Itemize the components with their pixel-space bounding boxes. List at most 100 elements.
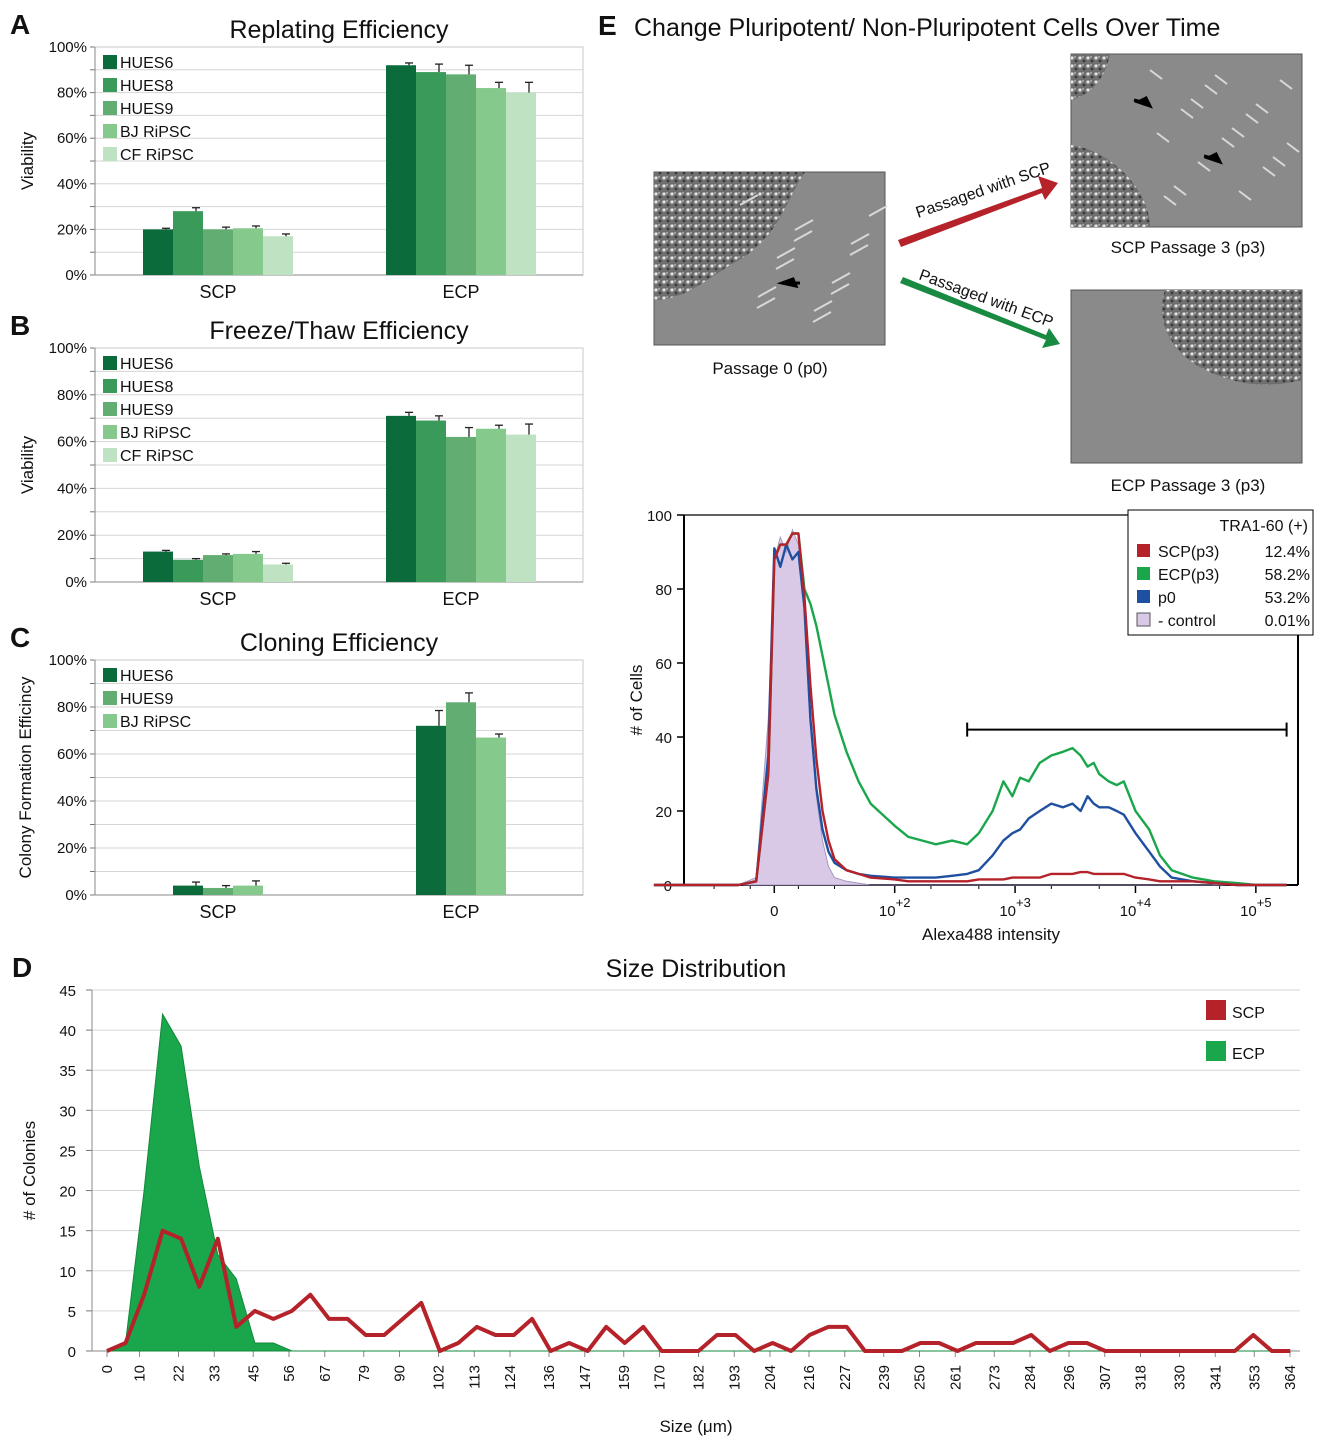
scp-p3-photo [1070, 53, 1303, 228]
spindle-cell [812, 311, 832, 323]
x-tick-label: 170 [652, 1365, 669, 1390]
x-tick-label: 273 [986, 1365, 1003, 1390]
spindle-cell [1190, 98, 1204, 109]
spindle-cell [1197, 161, 1211, 172]
legend-swatch [103, 124, 117, 138]
x-tick-label: 284 [1022, 1365, 1039, 1390]
x-tick-label: 307 [1097, 1365, 1114, 1390]
x-tick-label: 341 [1207, 1365, 1224, 1390]
y-tick-label: 10 [59, 1264, 76, 1281]
spindle-cell [793, 230, 813, 242]
p0-caption: Passage 0 (p0) [712, 359, 827, 378]
y-tick-label: 20% [57, 840, 87, 857]
black-arrow [776, 277, 800, 289]
legend-value: 0.01% [1265, 613, 1310, 630]
colony-region [654, 172, 805, 300]
panel-label: A [10, 9, 30, 40]
x-tick-label: 159 [616, 1365, 633, 1390]
y-tick-label: 80% [57, 85, 87, 102]
series-area-ecp [106, 1012, 1291, 1352]
spindle-cell [1221, 137, 1235, 148]
legend-label: p0 [1158, 590, 1176, 607]
y-tick-label: 5 [68, 1304, 76, 1321]
x-tick-label: 239 [876, 1365, 893, 1390]
legend-box [1127, 509, 1314, 636]
spindle-cell [756, 297, 776, 309]
y-tick-label: 80 [655, 582, 672, 599]
spindle-cell [1163, 195, 1177, 206]
spindle-cell [794, 219, 814, 231]
spindle-cell [757, 286, 777, 298]
series-line [653, 532, 1287, 887]
legend-label: HUES6 [120, 356, 173, 373]
y-tick-label: 20 [655, 804, 672, 821]
x-tick-label: 10+3 [999, 895, 1031, 920]
y-tick-label: 0 [664, 878, 672, 895]
legend-label: - control [1158, 613, 1216, 630]
panel-label: E [598, 10, 617, 41]
y-tick-label: 80% [57, 699, 87, 716]
legend-value: 53.2% [1265, 590, 1310, 607]
spindle-cell [1204, 84, 1218, 95]
bar [506, 92, 536, 275]
y-tick-label: 15 [59, 1224, 76, 1241]
legend-swatch [103, 379, 117, 393]
bar [173, 885, 203, 895]
spindle-cell [850, 233, 870, 245]
y-tick-label: 0% [65, 574, 87, 591]
x-tick-label: 330 [1172, 1365, 1189, 1390]
legend-swatch [103, 78, 117, 92]
legend-swatch [1206, 1000, 1226, 1020]
y-tick-label: 40% [57, 480, 87, 497]
y-tick-label: 20% [57, 221, 87, 238]
y-axis-label: Viability [18, 435, 37, 494]
x-tick-label: 79 [356, 1365, 373, 1382]
spindle-cell [1156, 132, 1170, 143]
panel-label: D [12, 952, 32, 983]
legend-swatch [1137, 567, 1150, 580]
cloning-efficiency-chart: C Cloning Efficiency 0% 20% 40% 60% 80% 100% Col… [10, 622, 584, 922]
y-axis-label: # of Cells [627, 665, 646, 736]
panel-e-title: Change Pluripotent/ Non-Pluripotent Cell… [634, 14, 1220, 42]
black-arrow [1203, 151, 1223, 165]
spindle-cell [1262, 166, 1276, 177]
x-tick-label: 147 [577, 1365, 594, 1390]
x-category-label: SCP [199, 902, 236, 922]
x-category-label: ECP [442, 589, 479, 609]
panel-e-passaging-diagram: E Change Pluripotent/ Non-Pluripotent Cel… [598, 10, 1303, 495]
x-tick-label: 250 [912, 1365, 929, 1390]
x-tick-label: 10+2 [879, 895, 911, 920]
x-category-label: SCP [199, 282, 236, 302]
spindle-cell [1180, 108, 1194, 119]
legend-label: HUES9 [120, 691, 173, 708]
bar [233, 885, 263, 895]
y-tick-label: 60 [655, 656, 672, 673]
spindle-cell [1286, 142, 1300, 153]
y-tick-label: 100% [49, 652, 87, 669]
spindle-cell [775, 258, 795, 270]
x-tick-label: 261 [947, 1365, 964, 1390]
bar [506, 434, 536, 582]
spindle-cell [1231, 127, 1245, 138]
x-tick-label: 90 [392, 1365, 409, 1382]
legend-swatch [1206, 1041, 1226, 1061]
legend-label: HUES9 [120, 101, 173, 118]
y-tick-label: 0% [65, 887, 87, 904]
bar [233, 228, 263, 275]
y-tick-label: 60% [57, 746, 87, 763]
legend-swatch [103, 402, 117, 416]
legend-swatch [1136, 612, 1151, 627]
chart-title: Replating Efficiency [229, 16, 449, 44]
x-axis-label: Alexa488 intensity [922, 925, 1060, 944]
x-tick-label: 353 [1246, 1365, 1263, 1390]
y-axis-label: # of Colonies [20, 1121, 39, 1220]
y-tick-label: 60% [57, 434, 87, 451]
legend-swatch [103, 714, 117, 728]
bar [173, 211, 203, 275]
x-tick-label: 0 [770, 903, 778, 920]
legend-swatch [103, 356, 117, 370]
bar [233, 553, 263, 582]
spindle-cell [739, 194, 759, 206]
bar [386, 415, 416, 582]
bar [386, 65, 416, 276]
